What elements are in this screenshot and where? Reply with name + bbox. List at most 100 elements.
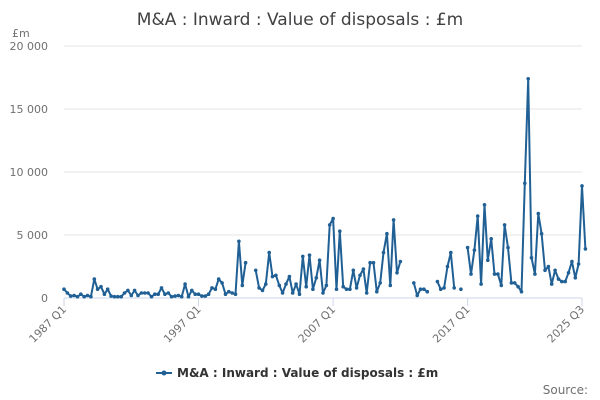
data-point[interactable] [576,262,581,266]
data-point[interactable] [452,286,457,290]
data-point[interactable] [580,184,584,188]
data-point[interactable] [230,291,234,295]
data-point[interactable] [92,277,97,281]
legend-label[interactable]: M&A : Inward : Value of disposals : £m [177,366,438,380]
data-point[interactable] [553,268,557,273]
data-point[interactable] [179,294,184,299]
data-point[interactable] [385,231,389,236]
data-point[interactable] [267,250,272,255]
data-point[interactable] [449,250,453,255]
data-point[interactable] [112,294,117,299]
data-point[interactable] [341,284,346,289]
data-point[interactable] [314,276,319,280]
data-point[interactable] [338,229,342,233]
data-point[interactable] [378,281,383,285]
data-point[interactable] [139,291,144,295]
data-point[interactable] [99,284,103,289]
data-point[interactable] [206,292,211,297]
data-point[interactable] [475,214,480,218]
data-point[interactable] [146,291,150,295]
data-point[interactable] [502,223,507,227]
data-point[interactable] [543,268,547,273]
data-point[interactable] [573,276,578,280]
data-point[interactable] [193,292,197,297]
data-point[interactable] [62,287,66,292]
data-point[interactable] [506,245,510,250]
data-point[interactable] [274,273,278,278]
series-line-segment[interactable] [63,240,247,298]
data-point[interactable] [227,289,231,294]
data-point[interactable] [546,264,551,269]
data-point[interactable] [210,286,214,290]
data-point[interactable] [119,294,123,299]
data-point[interactable] [412,281,416,285]
data-point[interactable] [240,283,245,288]
data-point[interactable] [348,287,352,292]
data-point[interactable] [499,283,504,288]
data-point[interactable] [388,283,393,288]
data-point[interactable] [95,287,100,292]
data-point[interactable] [284,282,288,286]
data-point[interactable] [122,291,127,295]
data-point[interactable] [351,268,356,273]
data-point[interactable] [395,271,399,275]
data-point[interactable] [469,272,473,276]
data-point[interactable] [233,292,238,297]
data-point[interactable] [327,223,332,227]
data-point[interactable] [438,287,443,292]
data-point[interactable] [375,289,379,294]
data-point[interactable] [361,267,366,271]
data-point[interactable] [334,287,339,292]
data-point[interactable] [549,282,554,286]
data-point[interactable] [317,258,322,263]
data-point[interactable] [496,272,500,276]
data-point[interactable] [169,294,174,299]
data-point[interactable] [243,260,248,265]
data-point[interactable] [294,282,298,286]
data-point[interactable] [566,271,571,275]
data-point[interactable] [556,277,561,281]
data-point[interactable] [512,281,517,285]
data-point[interactable] [82,294,86,299]
data-point[interactable] [153,292,157,297]
data-point[interactable] [509,281,514,285]
data-point[interactable] [129,293,134,298]
data-point[interactable] [186,294,191,299]
data-point[interactable] [529,255,534,260]
data-point[interactable] [156,292,160,297]
data-point[interactable] [183,282,187,286]
data-point[interactable] [492,272,497,276]
data-point[interactable] [109,294,113,298]
data-point[interactable] [422,287,426,292]
data-point[interactable] [79,292,83,297]
data-point[interactable] [216,277,221,281]
data-point[interactable] [126,288,130,293]
data-point[interactable] [526,77,530,81]
data-point[interactable] [321,291,325,295]
data-point[interactable] [163,292,167,297]
data-point[interactable] [85,293,90,298]
data-point[interactable] [435,279,440,284]
data-point[interactable] [196,292,201,297]
data-point[interactable] [364,291,369,295]
data-point[interactable] [223,292,228,297]
series-line-segment[interactable] [466,77,587,293]
data-point[interactable] [102,292,107,297]
data-point[interactable] [220,281,224,285]
data-point[interactable] [489,237,494,241]
data-point[interactable] [213,287,218,292]
data-point[interactable] [533,272,537,276]
data-point[interactable] [519,289,524,294]
data-point[interactable] [297,292,302,297]
data-point[interactable] [280,291,285,295]
data-point[interactable] [200,294,204,298]
data-point[interactable] [65,291,70,295]
series-line[interactable] [63,77,587,298]
data-point[interactable] [415,293,420,298]
data-point[interactable] [203,294,208,298]
data-point[interactable] [536,211,541,216]
data-point[interactable] [516,284,520,289]
data-point[interactable] [89,294,93,299]
data-point[interactable] [304,284,309,289]
series-points[interactable] [62,77,588,299]
